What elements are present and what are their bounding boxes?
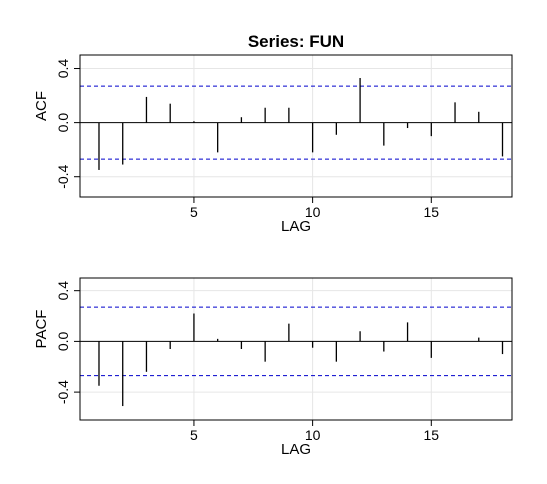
y-axis-label: PACF bbox=[33, 310, 50, 349]
y-tick-label: -0.4 bbox=[55, 164, 71, 188]
x-tick-label: 15 bbox=[424, 427, 440, 443]
y-tick-label: 0.0 bbox=[55, 331, 71, 351]
y-tick-label: 0.4 bbox=[55, 59, 71, 79]
x-tick-label: 15 bbox=[424, 204, 440, 220]
x-axis-label: LAG bbox=[281, 218, 311, 235]
x-tick-label: 5 bbox=[190, 427, 198, 443]
plot-frame bbox=[80, 278, 512, 420]
y-tick-label: 0.0 bbox=[55, 113, 71, 133]
chart-title: Series: FUN bbox=[248, 32, 344, 51]
plot-frame bbox=[80, 55, 512, 197]
y-tick-label: 0.4 bbox=[55, 281, 71, 301]
x-tick-label: 5 bbox=[190, 204, 198, 220]
x-axis-label: LAG bbox=[281, 441, 311, 458]
y-axis-label: ACF bbox=[33, 91, 50, 121]
y-tick-label: -0.4 bbox=[55, 380, 71, 404]
